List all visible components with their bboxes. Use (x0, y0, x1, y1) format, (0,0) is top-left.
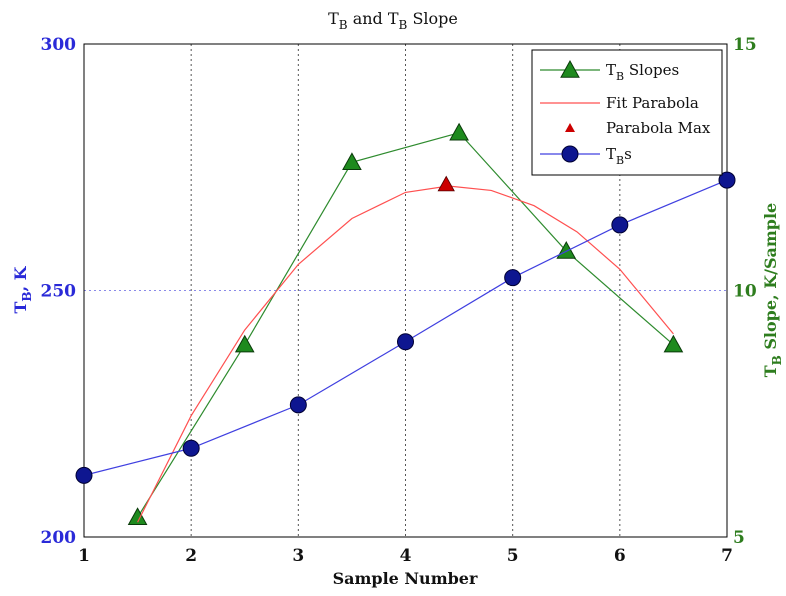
y-left-tick-label: 200 (41, 528, 77, 548)
legend-label: TB Slopes (606, 61, 679, 83)
series-layer (75, 122, 736, 525)
tick-labels: 1 2 3 4 5 6 7 200 250 300 5 10 15 (41, 35, 757, 566)
tb-point (397, 333, 414, 351)
legend-circle-icon (561, 145, 579, 163)
tb-point (182, 439, 200, 457)
slope-point (449, 122, 469, 141)
legend-label: TBs (606, 145, 632, 167)
slope-point (556, 241, 577, 259)
tb-point (75, 466, 93, 484)
tb-point (504, 269, 522, 287)
x-tick-label: 2 (185, 546, 197, 566)
y-axis-left-label: TB, K (11, 265, 34, 313)
tb-point (718, 171, 736, 189)
x-tick-label: 6 (614, 546, 626, 566)
x-axis-label: Sample Number (333, 569, 478, 588)
tb-point (289, 396, 307, 414)
slope-point (342, 152, 362, 171)
y-right-tick-label: 15 (733, 35, 757, 55)
series-line (137, 185, 674, 523)
x-tick-label: 1 (78, 546, 90, 566)
x-tick-label: 4 (400, 546, 412, 566)
slope-point (127, 507, 148, 525)
legend-label: Parabola Max (606, 119, 711, 137)
parabola-max-point (437, 175, 455, 192)
legend-small-triangle-icon (565, 123, 575, 132)
legend-label: Fit Parabola (606, 94, 699, 112)
chart-title: TB and TB Slope (328, 9, 458, 32)
y-right-tick-label: 10 (733, 282, 757, 302)
y-right-tick-label: 5 (733, 528, 745, 548)
slope-point (663, 334, 684, 353)
legend-triangle-icon (560, 59, 580, 78)
y-axis-right-label: TB Slope, K/Sample (761, 203, 784, 378)
slope-point (234, 334, 255, 353)
x-tick-label: 5 (507, 546, 519, 566)
x-tick-label: 3 (292, 546, 304, 566)
plot-frame (83, 43, 728, 538)
x-tick-label: 7 (721, 546, 733, 566)
y-left-tick-label: 250 (41, 282, 77, 302)
legend: TB Slopes Fit Parabola Parabola Max TBs (531, 49, 723, 176)
series-line (137, 132, 674, 518)
y-left-tick-label: 300 (41, 35, 77, 55)
tb-point (611, 216, 629, 234)
